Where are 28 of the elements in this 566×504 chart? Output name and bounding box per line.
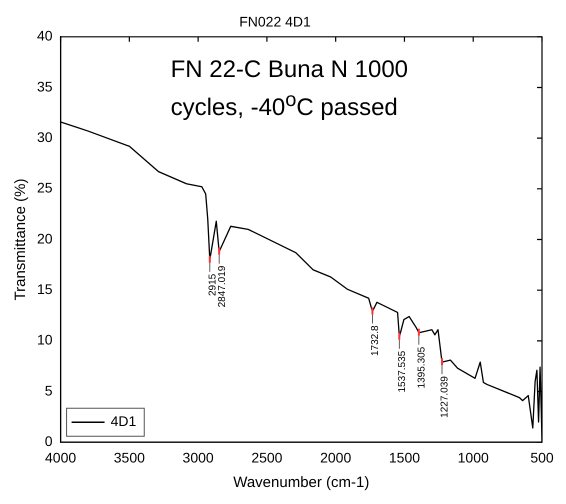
y-tick-label: 0 (44, 433, 53, 450)
x-axis-title: Wavenumber (cm-1) (233, 474, 370, 492)
y-axis-title: Transmittance (%) (12, 178, 30, 300)
y-tick-label: 20 (36, 230, 53, 246)
annotation: 1732.8 (370, 325, 382, 356)
chart-title: FN022 4D1 (239, 13, 312, 30)
x-tick-label: 4000 (44, 449, 76, 466)
x-tick-label: 2000 (320, 449, 352, 466)
x-tick-label: 1000 (458, 449, 490, 466)
y-tick-label: 25 (36, 180, 53, 196)
y-tick-label: 15 (36, 281, 53, 298)
x-tick-label: 500 (530, 449, 554, 466)
x-tick-label: 2500 (251, 449, 283, 466)
y-tick-label: 5 (44, 382, 53, 398)
annotation: 2915 (208, 273, 219, 296)
x-tick-label: 3500 (114, 449, 146, 466)
x-tick-label: 3000 (182, 449, 214, 466)
annotation: 2847.019 (216, 265, 228, 308)
annotation: FN 22-C Buna N 1000 cycles, -40$^{o}$C passed (170, 54, 410, 123)
y-tick-label: 10 (36, 332, 53, 348)
legend-label: 4D1 (110, 413, 136, 430)
y-tick-label: 35 (36, 78, 53, 94)
annotation: 1227.039 (440, 376, 451, 418)
y-tick-label: 30 (36, 129, 53, 146)
annotation: 1395.305 (416, 346, 428, 388)
x-tick-label: 1500 (388, 449, 420, 466)
y-tick-label: 40 (36, 28, 53, 44)
annotation: 1537.535 (397, 350, 408, 393)
